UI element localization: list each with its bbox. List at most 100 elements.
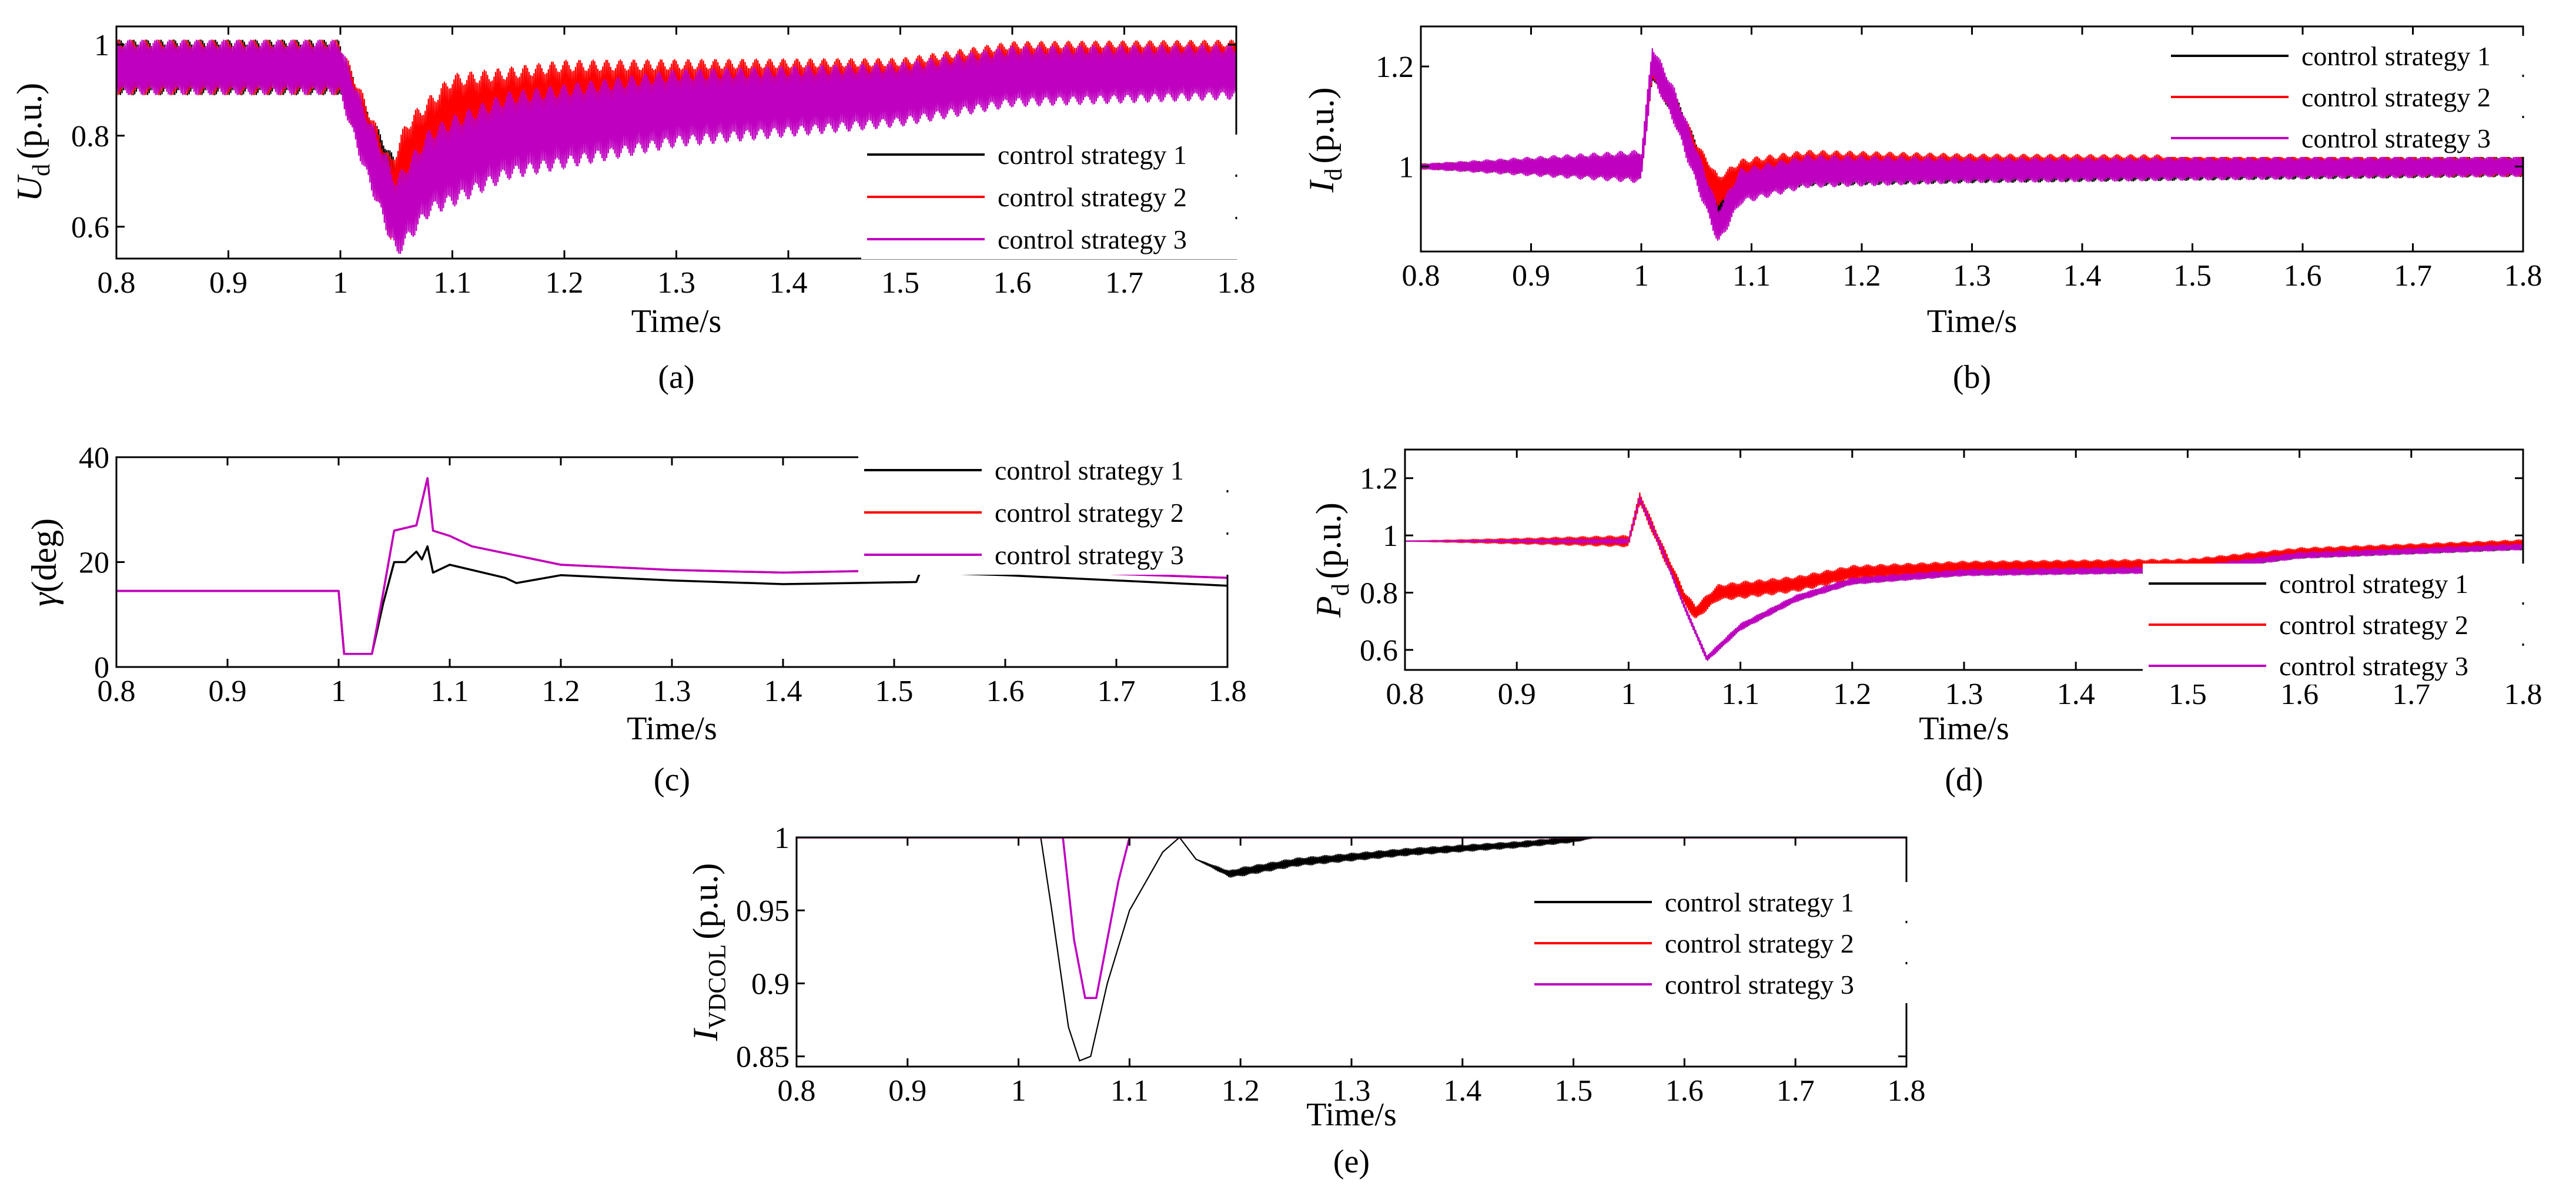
panel-caption: (a) (658, 359, 694, 395)
y-tick-label: 0.85 (736, 1041, 789, 1074)
series-line-3 (797, 837, 1906, 999)
x-tick-label: 0.8 (778, 1074, 816, 1108)
y-tick-label: 1 (1399, 150, 1414, 184)
x-tick-label: 1 (1634, 259, 1649, 293)
x-tick-label: 1.1 (433, 266, 471, 300)
legend-label-2: control strategy 2 (1665, 928, 1854, 958)
legend-label-1: control strategy 1 (998, 140, 1187, 170)
legend: control strategy 1 control strategy 2 cont… (858, 450, 1329, 575)
x-axis-label: Time/s (631, 303, 722, 340)
x-tick-label: 1.1 (431, 675, 469, 708)
y-tick-label: 1 (94, 29, 109, 62)
series-line-3 (1421, 48, 2523, 241)
x-tick-label: 1.3 (653, 675, 691, 708)
x-tick-label: 1.7 (1777, 1074, 1815, 1108)
panel-caption: (d) (1945, 762, 1983, 798)
x-tick-label: 1.4 (770, 266, 808, 300)
y-axis-label: IVDCOL(p.u.) (686, 863, 731, 1042)
x-axis-label: Time/s (1919, 710, 2009, 747)
y-tick-label: 0.6 (71, 211, 109, 244)
y-tick-label: 1 (774, 822, 789, 855)
x-tick-label: 1.5 (2173, 259, 2212, 293)
panel-caption: (b) (1953, 359, 1991, 395)
y-tick-label: 0.9 (751, 967, 789, 1001)
panel-caption: (c) (654, 762, 690, 798)
chart-a: 0.8 0.9 1 1.1 1.2 1.3 1.4 1.5 1.6 1.7 1.8 0.6 0.8 1 Ud… (10, 25, 1332, 395)
x-tick-label: 1.1 (1110, 1074, 1149, 1108)
legend: control strategy 1 control strategy 2 cont… (2165, 36, 2576, 157)
panel-caption: (e) (1333, 1144, 1370, 1180)
legend-label-1: control strategy 1 (1665, 887, 1854, 917)
legend-label-2: control strategy 2 (995, 498, 1184, 528)
x-tick-label: 1.6 (986, 675, 1025, 708)
x-tick-label: 1.7 (2394, 259, 2432, 293)
x-tick-label: 1.5 (875, 675, 914, 708)
x-tick-label: 1.5 (881, 266, 919, 300)
chart-d: 0.8 0.9 1 1.1 1.2 1.3 1.4 1.5 1.6 1.7 1.80.60.811.… (1309, 448, 2576, 798)
x-tick-label: 1 (331, 675, 346, 708)
plot-area (1405, 492, 2523, 661)
y-axis-label: Id(p.u.) (1302, 88, 1347, 193)
legend: control strategy 1 control strategy 2 cont… (1528, 882, 1999, 1003)
series-line-3 (1405, 495, 2523, 661)
x-tick-label: 1.8 (1217, 266, 1256, 300)
chart-b: 0.8 0.9 1 1.1 1.2 1.3 1.4 1.5 1.6 1.7 1.8 1 1.2 Id(p.… (1302, 25, 2576, 395)
series-line-3 (116, 39, 1236, 254)
x-tick-label: 1.7 (1105, 266, 1143, 300)
x-tick-label: 1.4 (1443, 1074, 1481, 1108)
legend: control strategy 1 control strategy 2 cont… (861, 135, 1332, 259)
x-tick-label: 0.9 (1512, 259, 1550, 293)
y-axis-label: Ud(p.u.) (10, 83, 55, 202)
x-tick-label: 1.4 (2057, 678, 2095, 711)
x-tick-label: 1.1 (1721, 678, 1759, 711)
legend-label-3: control strategy 3 (2279, 651, 2468, 681)
y-tick-label: 1 (1383, 519, 1398, 553)
legend-label-2: control strategy 2 (2301, 82, 2491, 112)
legend-label-2: control strategy 2 (998, 182, 1187, 212)
y-tick-label: 1.2 (1360, 462, 1398, 496)
x-tick-label: 1.8 (1209, 675, 1247, 708)
chart-e: 0.8 0.9 1 1.1 1.2 1.3 1.4 1.5 1.6 1.7 1.8 0.85 0.9 0.… (686, 822, 1999, 1180)
plot-area (797, 837, 1906, 1062)
legend-label-1: control strategy 1 (995, 455, 1184, 485)
legend-label-1: control strategy 1 (2301, 41, 2491, 71)
x-tick-label: 0.9 (209, 266, 247, 300)
y-axis-label: γ(deg) (25, 518, 63, 606)
x-tick-label: 1 (333, 266, 348, 300)
x-tick-label: 0.9 (888, 1074, 926, 1108)
x-tick-label: 0.9 (209, 675, 247, 708)
legend-label-3: control strategy 3 (995, 540, 1184, 570)
x-tick-label: 1.1 (1732, 259, 1771, 293)
x-tick-label: 0.8 (1386, 678, 1424, 711)
y-tick-label: 0.6 (1360, 634, 1398, 668)
legend-label-3: control strategy 3 (998, 224, 1187, 254)
x-tick-label: 1.3 (1953, 259, 1991, 293)
y-tick-label: 0.95 (736, 894, 789, 928)
x-tick-label: 1.4 (764, 675, 802, 708)
x-tick-label: 1 (1621, 678, 1636, 711)
legend: control strategy 1 control strategy 2 cont… (2143, 564, 2576, 685)
x-tick-label: 0.8 (1402, 259, 1440, 293)
x-tick-label: 1.6 (993, 266, 1032, 300)
x-tick-label: 0.8 (98, 675, 136, 708)
x-tick-label: 1.3 (657, 266, 695, 300)
y-tick-label: 1.2 (1376, 51, 1414, 84)
plot-area (116, 39, 1236, 254)
x-axis-label: Time/s (1306, 1097, 1397, 1133)
x-tick-label: 1.2 (1222, 1074, 1260, 1108)
x-axis-label: Time/s (627, 710, 717, 747)
x-tick-label: 1.8 (1888, 1074, 1926, 1108)
plot-area (1421, 48, 2523, 241)
x-tick-label: 1.3 (1945, 678, 1983, 711)
series-line-1 (797, 837, 1906, 1062)
x-tick-label: 1.4 (2063, 259, 2102, 293)
x-tick-label: 1.2 (1843, 259, 1881, 293)
y-tick-label: 0.8 (71, 120, 109, 153)
y-tick-label: 40 (79, 441, 109, 475)
y-tick-label: 20 (79, 547, 109, 580)
y-tick-label: 0 (94, 651, 109, 685)
legend-label-2: control strategy 2 (2279, 610, 2468, 640)
x-tick-label: 0.8 (98, 266, 136, 300)
x-tick-label: 1 (1011, 1074, 1026, 1108)
